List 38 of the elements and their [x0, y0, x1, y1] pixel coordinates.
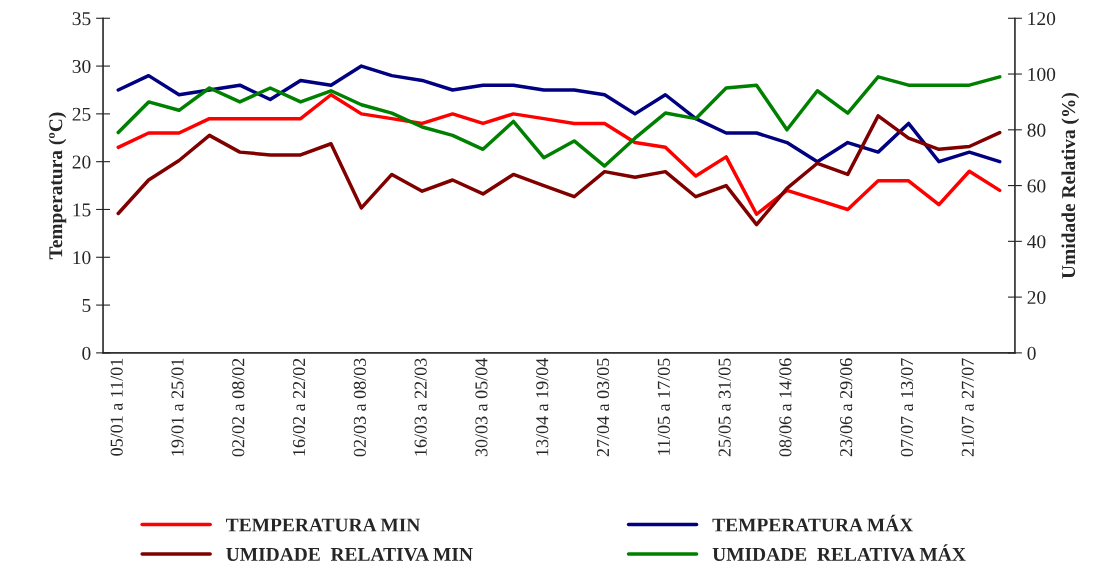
y2-tick-label: 120 [1028, 12, 1056, 26]
legend-label: UMIDADE RELATIVA MÁX [712, 544, 966, 562]
legend-label: TEMPERATURA MIN [226, 518, 421, 532]
line-series [116, 93, 1002, 216]
x-tick-label: 08/06 a 14/06 [779, 358, 792, 457]
y2-tick-label: 80 [1027, 123, 1046, 137]
x-tick-label: 11/05 a 17/05 [657, 358, 670, 455]
y2-tick-label: 0 [1027, 346, 1036, 360]
x-tick-label: 21/07 a 27/07 [961, 358, 974, 457]
x-tick-label: 19/01 a 25/01 [171, 358, 184, 456]
y-tick-label: 10 [73, 251, 91, 265]
x-tick-label: 02/03 a 08/03 [353, 358, 366, 457]
x-tick-label: 05/01 a 11/01 [110, 358, 123, 456]
x-tick-label: 02/02 a 08/02 [232, 358, 245, 457]
y-tick-label: 35 [72, 12, 91, 26]
x-tick-label: 27/04 a 03/05 [596, 358, 610, 457]
y-tick-label: 25 [72, 107, 91, 121]
y-tick-label: 30 [72, 59, 91, 74]
x-tick-label: 23/06 a 29/06 [840, 358, 853, 457]
y2-tick-label: 40 [1027, 235, 1046, 249]
y-tick-label: 15 [73, 203, 91, 217]
y-tick-label: 0 [82, 346, 91, 360]
x-tick-label: 16/02 a 22/02 [292, 358, 306, 456]
x-tick-label: 30/03 a 05/04 [475, 358, 488, 457]
y-tick-label: 20 [72, 155, 91, 169]
y2-tick-label: 100 [1028, 67, 1056, 81]
y-axis-title: Temperatura (ºC) [48, 112, 67, 260]
legend-label: UMIDADE RELATIVA MIN [226, 547, 473, 562]
y2-tick-label: 20 [1027, 290, 1046, 305]
x-tick-label: 16/03 a 22/03 [414, 358, 427, 456]
y2-axis-title: Umidade Relativa (%) [1061, 93, 1080, 279]
x-tick-label: 25/05 a 31/05 [718, 358, 731, 457]
line-series [116, 114, 1002, 227]
x-tick-label: 13/04 a 19/04 [536, 358, 549, 456]
y2-tick-label: 60 [1027, 179, 1046, 193]
legend-label: TEMPERATURA MÁX [712, 514, 914, 532]
x-tick-label: 07/07 a 13/07 [900, 358, 914, 457]
y-tick-label: 5 [82, 299, 91, 313]
